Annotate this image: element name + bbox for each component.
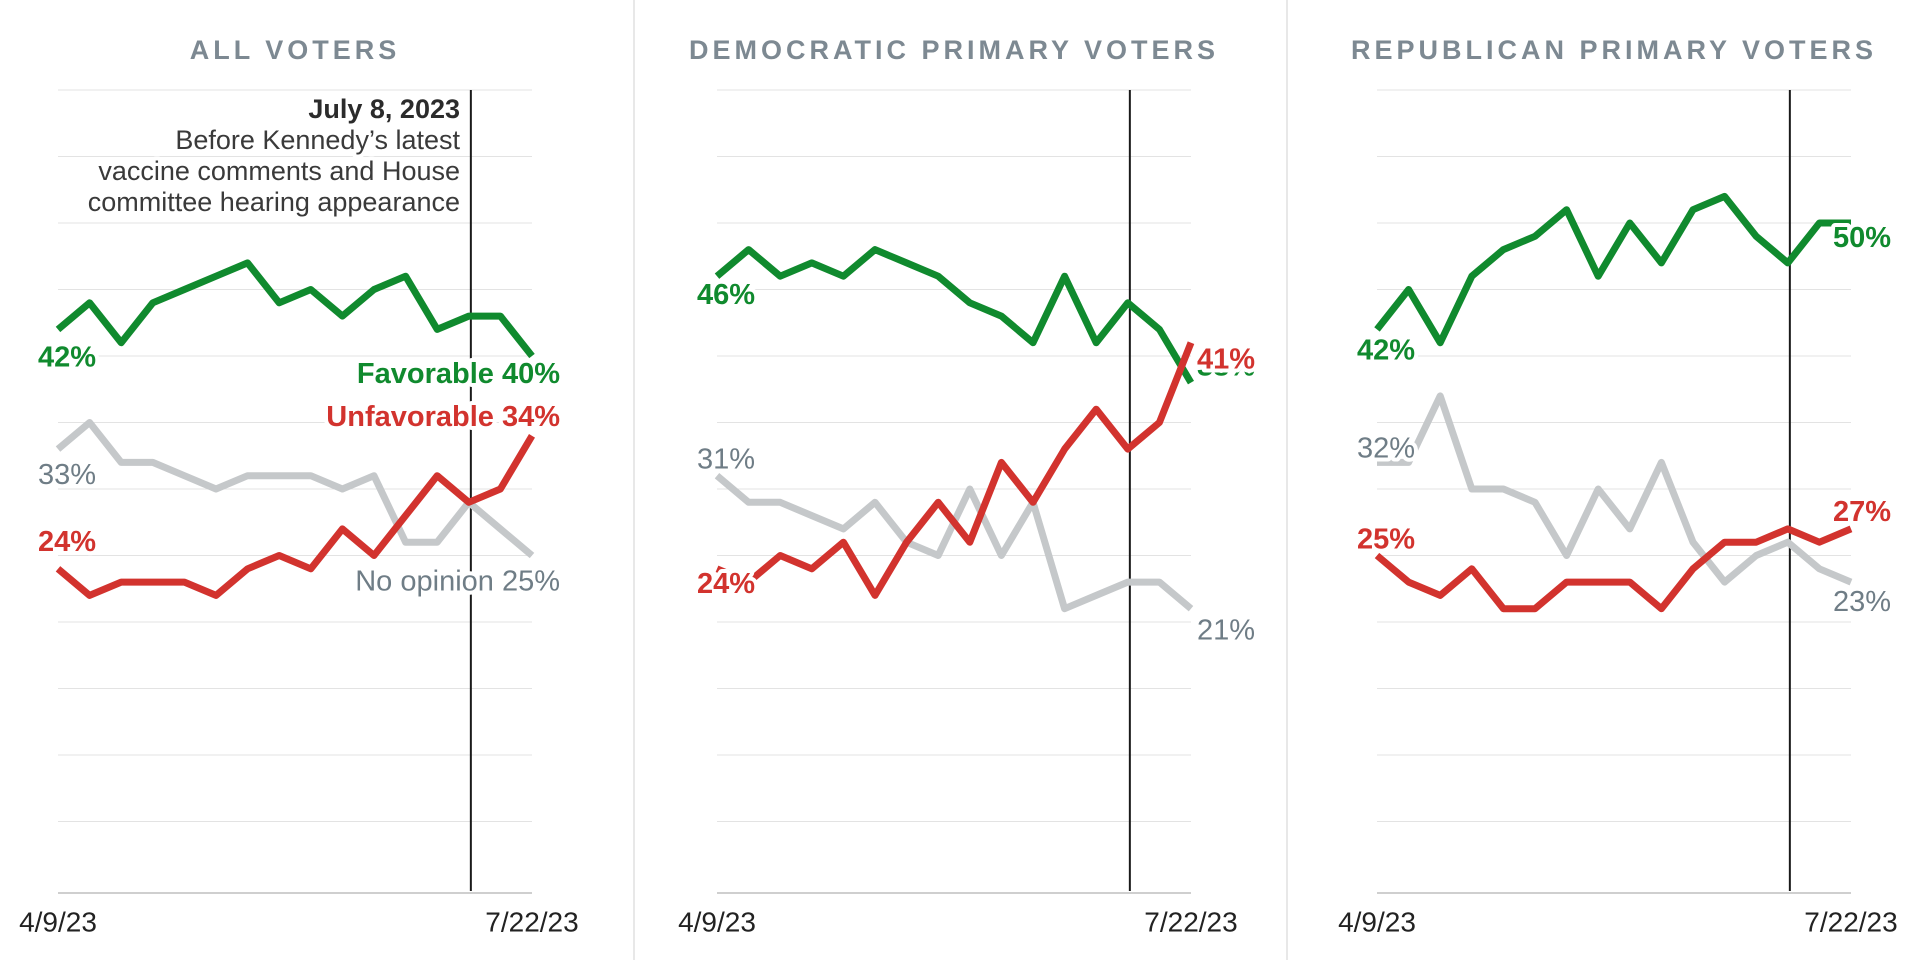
event-line-layer bbox=[469, 90, 1791, 891]
event-annotation-line-1: Before Kennedy’s latest bbox=[175, 125, 460, 155]
no-opinion-end-value-label: 21% bbox=[1197, 615, 1255, 647]
no-opinion-start-value-label: 33% bbox=[38, 459, 96, 491]
favorable-end-value-label: Favorable 40% bbox=[357, 358, 560, 390]
unfavorable-line bbox=[55, 434, 536, 599]
labels-layer: ALL VOTERS DEMOCRATIC PRIMARY VOTERS REP… bbox=[15, 31, 1902, 942]
unfavorable-start-value-label: 24% bbox=[38, 526, 96, 558]
unfavorable-start-value-label: 25% bbox=[1357, 524, 1415, 556]
favorable-line bbox=[1374, 192, 1851, 347]
favorable-start-value-label: 42% bbox=[38, 341, 96, 373]
no_opinion-line bbox=[55, 419, 535, 559]
unfavorable-line bbox=[715, 341, 1195, 599]
panel-title-all-voters: ALL VOTERS bbox=[190, 35, 401, 65]
unfavorable-line bbox=[1374, 525, 1853, 613]
no-opinion-end-value-label: No opinion 25% bbox=[355, 566, 560, 598]
event-annotation-date: July 8, 2023 bbox=[308, 94, 460, 124]
x-axis-end-date-panel-1: 7/22/23 bbox=[485, 907, 578, 938]
x-axis-start-date-panel-2: 4/9/23 bbox=[678, 907, 756, 938]
x-axis-end-date-panel-2: 7/22/23 bbox=[1144, 907, 1237, 938]
panel-title-republican-primary-voters: REPUBLICAN PRIMARY VOTERS bbox=[1351, 35, 1877, 65]
gridlines-layer bbox=[58, 0, 1851, 960]
event-annotation-line-2: vaccine comments and House bbox=[98, 156, 460, 186]
x-axis-start-date-panel-3: 4/9/23 bbox=[1338, 907, 1416, 938]
panel-title-democratic-primary-voters: DEMOCRATIC PRIMARY VOTERS bbox=[689, 35, 1219, 65]
no-opinion-start-value-label: 32% bbox=[1357, 432, 1415, 464]
favorable-line bbox=[55, 259, 535, 359]
favorable-start-value-label: 46% bbox=[697, 279, 755, 311]
favorable-line bbox=[714, 246, 1195, 385]
unfavorable-end-value-label: Unfavorable 34% bbox=[326, 401, 560, 433]
no-opinion-end-value-label: 23% bbox=[1833, 586, 1891, 618]
no_opinion-line bbox=[1377, 392, 1853, 586]
x-axis-start-date-panel-1: 4/9/23 bbox=[19, 907, 97, 938]
x-axis-end-date-panel-3: 7/22/23 bbox=[1804, 907, 1897, 938]
favorable-end-value-label: 38% bbox=[1197, 351, 1255, 383]
favorable-start-value-label: 42% bbox=[1357, 334, 1415, 366]
unfavorable-start-value-label: 24% bbox=[697, 568, 755, 600]
no_opinion-line bbox=[714, 473, 1194, 613]
no-opinion-start-value-label: 31% bbox=[697, 444, 755, 476]
favorable-end-value-label: 50% bbox=[1833, 222, 1891, 254]
event-annotation-line-3: committee hearing appearance bbox=[88, 187, 460, 217]
data-lines-layer bbox=[55, 192, 1853, 613]
unfavorable-end-value-label: 41% bbox=[1197, 344, 1255, 376]
unfavorable-end-value-label: 27% bbox=[1833, 496, 1891, 528]
